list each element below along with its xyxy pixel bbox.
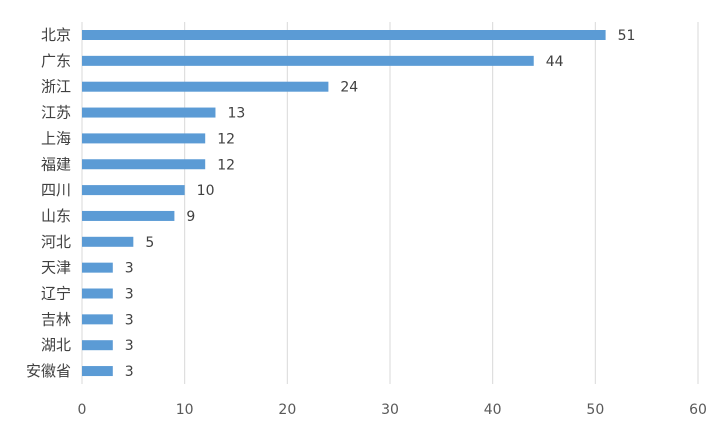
category-label: 广东 bbox=[41, 52, 71, 70]
bar bbox=[82, 262, 113, 273]
category-label: 湖北 bbox=[41, 336, 71, 354]
data-label: 3 bbox=[125, 261, 134, 277]
category-label: 上海 bbox=[41, 129, 71, 147]
category-label: 四川 bbox=[41, 181, 71, 199]
x-tick-label: 20 bbox=[278, 402, 296, 418]
bar bbox=[82, 55, 534, 66]
bar bbox=[82, 30, 606, 40]
x-tick-label: 30 bbox=[381, 402, 399, 418]
x-axis-ticks: 0 10 20 30 40 50 60 bbox=[78, 402, 707, 418]
bar bbox=[82, 314, 113, 325]
bar bbox=[82, 185, 185, 196]
x-tick-label: 40 bbox=[484, 402, 502, 418]
category-label: 安徽省 bbox=[26, 362, 71, 380]
category-label: 山东 bbox=[41, 207, 71, 225]
data-label: 9 bbox=[186, 209, 195, 225]
bar bbox=[82, 210, 175, 221]
data-label: 5 bbox=[145, 235, 154, 251]
category-label: 吉林 bbox=[41, 310, 71, 328]
bars bbox=[82, 30, 606, 377]
bar bbox=[82, 340, 113, 351]
category-label: 辽宁 bbox=[41, 285, 71, 303]
category-label: 河北 bbox=[41, 233, 71, 251]
bar bbox=[82, 288, 113, 299]
data-label: 3 bbox=[125, 338, 134, 354]
data-label: 3 bbox=[125, 312, 134, 328]
data-label: 13 bbox=[227, 106, 245, 122]
data-label: 12 bbox=[217, 131, 235, 147]
category-label: 浙江 bbox=[41, 78, 71, 96]
bar bbox=[82, 236, 134, 247]
bar bbox=[82, 133, 206, 144]
data-label: 44 bbox=[546, 54, 564, 70]
data-label: 3 bbox=[125, 287, 134, 303]
x-tick-label: 60 bbox=[689, 402, 707, 418]
data-label: 12 bbox=[217, 157, 235, 173]
category-label: 北京 bbox=[41, 26, 71, 44]
data-label: 10 bbox=[197, 183, 215, 199]
bar bbox=[82, 159, 206, 170]
category-label: 天津 bbox=[41, 259, 71, 277]
bar bbox=[82, 81, 329, 92]
category-label: 江苏 bbox=[41, 104, 71, 122]
category-label: 福建 bbox=[41, 155, 71, 173]
data-label: 24 bbox=[340, 80, 358, 96]
bar bbox=[82, 366, 113, 377]
x-tick-label: 10 bbox=[176, 402, 194, 418]
gridlines bbox=[81, 22, 699, 384]
data-label: 51 bbox=[618, 28, 636, 44]
data-label: 3 bbox=[125, 364, 134, 380]
bar bbox=[82, 107, 216, 118]
x-tick-label: 50 bbox=[586, 402, 604, 418]
x-tick-label: 0 bbox=[78, 402, 87, 418]
